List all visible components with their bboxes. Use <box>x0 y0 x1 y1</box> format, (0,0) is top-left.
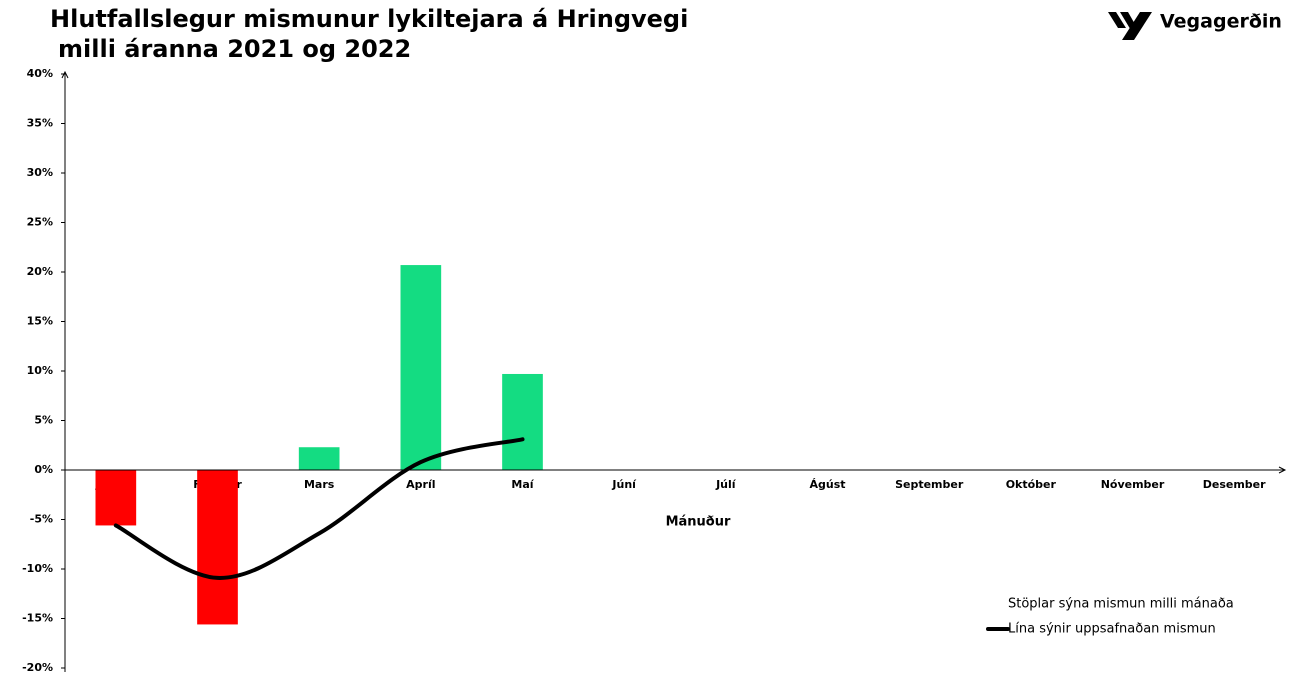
brand: Vegagerðin <box>1160 11 1282 33</box>
x-axis-label: Mánuður <box>666 515 731 530</box>
y-tick-label: 20% <box>27 265 53 278</box>
y-tick-label: 30% <box>27 166 53 179</box>
bar <box>95 470 137 526</box>
x-tick-label: Október <box>1006 478 1057 491</box>
x-tick-label: Mars <box>304 478 335 491</box>
bar <box>502 373 543 470</box>
x-tick-label: Maí <box>511 478 534 491</box>
chart-title: Hlutfallslegur mismunur lykiltejara á Hr… <box>50 5 688 33</box>
x-tick-label: Nóvember <box>1101 478 1165 491</box>
y-tick-label: 0% <box>34 463 53 476</box>
bar <box>298 447 340 470</box>
line <box>113 437 525 580</box>
chart-title: milli áranna 2021 og 2022 <box>58 35 411 63</box>
y-tick-label: -20% <box>22 661 53 674</box>
x-tick-label: Ágúst <box>809 478 845 491</box>
y-tick-label: 40% <box>27 67 53 80</box>
y-tick-label: -5% <box>30 513 53 526</box>
bar <box>197 470 238 625</box>
y-tick-label: 15% <box>27 315 53 328</box>
x-tick-label: Júlí <box>715 478 737 491</box>
x-axis-arrow <box>1278 466 1287 474</box>
legend-label: Stöplar sýna mismun milli mánaða <box>1008 597 1234 612</box>
logo-icon <box>1108 12 1152 40</box>
x-tick-label: September <box>895 478 964 491</box>
y-tick-label: 25% <box>27 216 53 229</box>
bar <box>400 265 442 470</box>
y-tick-label: -15% <box>22 612 53 625</box>
y-axis-arrow <box>61 70 69 79</box>
y-tick-label: -10% <box>22 562 53 575</box>
y-tick-label: 10% <box>27 364 53 377</box>
y-tick-label: 35% <box>27 117 53 130</box>
x-tick-label: Júní <box>611 478 637 491</box>
legend-label: Lína sýnir uppsafnaðan mismun <box>1008 622 1216 637</box>
y-tick-label: 5% <box>34 414 53 427</box>
x-tick-label: Desember <box>1203 478 1266 491</box>
x-tick-label: Apríl <box>406 478 435 491</box>
